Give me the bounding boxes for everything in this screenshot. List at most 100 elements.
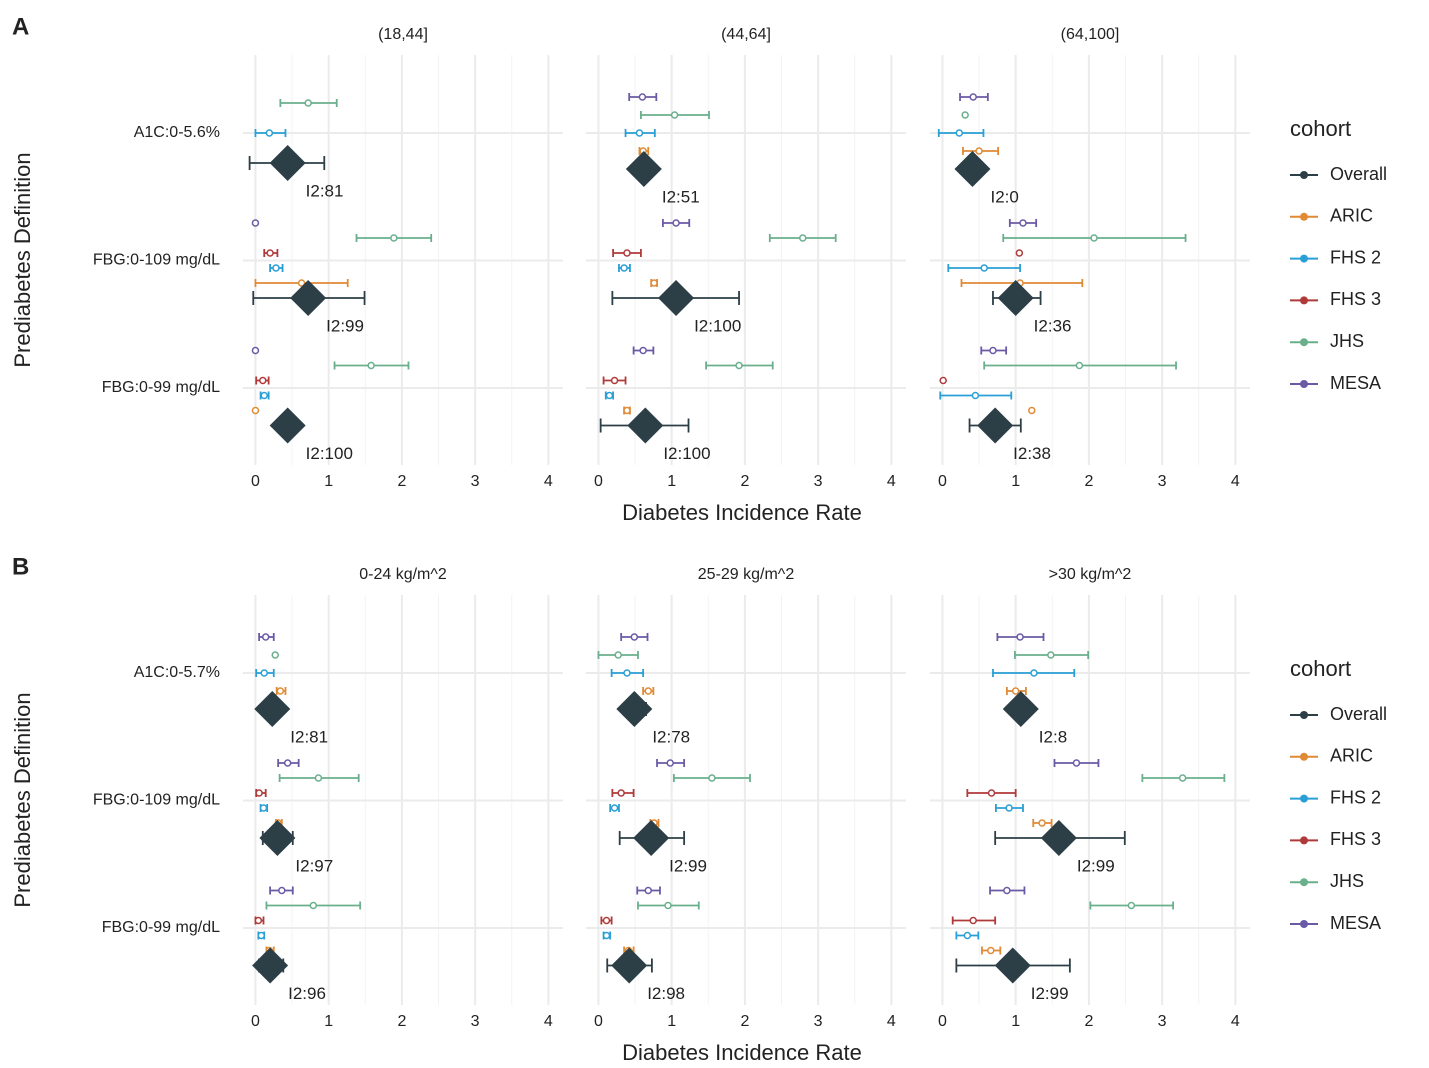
x-tick-label: 0 [594,1013,603,1030]
point [1178,774,1187,782]
legend-label: Overall [1330,704,1387,724]
point [735,361,743,370]
x-axis-label: Diabetes Incidence Rate [622,500,862,525]
point [644,687,652,695]
legend-key-dot [1300,920,1308,928]
point [251,406,260,415]
point [266,249,274,257]
overall-diamond [633,820,670,856]
point [1075,361,1084,370]
legend-key-dot [1300,711,1308,719]
legend-label: JHS [1330,871,1364,891]
point [254,916,263,925]
point [257,931,266,940]
legend-title: cohort [1290,656,1351,681]
x-tick-label: 2 [397,473,406,490]
point [664,901,672,910]
y-tick-label: FBG:0-109 mg/dL [93,792,220,809]
point [605,391,614,400]
point [1127,901,1136,910]
facet-title: (44,64] [721,26,771,43]
point [260,669,268,677]
y-tick-label: A1C:0-5.6% [134,124,220,141]
point [639,346,647,355]
point [261,633,270,641]
point [1003,886,1011,895]
overall-diamond [954,151,991,187]
overall-diamond [252,947,289,984]
point [260,391,268,400]
x-tick-label: 0 [594,473,603,490]
point [297,279,306,287]
facet-title: >30 kg/m^2 [1049,566,1132,583]
point [975,147,983,155]
legend-label: Overall [1330,164,1387,184]
point [955,129,964,137]
point [961,111,969,119]
legend-key-dot [1300,752,1308,761]
point [309,901,318,910]
x-tick-label: 4 [544,1013,553,1030]
facet-title: 25-29 kg/m^2 [698,566,795,583]
i2-label: I2:100 [694,316,741,335]
point [620,264,628,272]
point [314,774,323,782]
overall-diamond [627,407,664,444]
point [1072,759,1081,767]
overall-diamond [290,280,327,316]
legend-label: FHS 2 [1330,787,1381,807]
facet-title: (64,100] [1061,26,1120,43]
overall-diamond [1040,820,1077,856]
legend-label: FHS 3 [1330,289,1381,309]
i2-label: I2:36 [1034,316,1072,335]
x-tick-label: 3 [471,473,480,490]
y-tick-label: FBG:0-99 mg/dL [102,919,220,936]
point [610,804,619,812]
point [670,111,679,119]
legend-key-dot [1300,171,1308,179]
overall-diamond [994,947,1031,984]
legend-label: FHS 2 [1330,247,1381,267]
i2-label: I2:98 [647,984,685,1003]
point [799,234,807,242]
i2-label: I2:99 [1077,856,1115,875]
legend-key-dot [1300,878,1308,887]
i2-label: I2:99 [1031,984,1069,1003]
point [989,346,997,355]
legend-label: MESA [1330,373,1381,393]
legend-key-dot [1300,380,1308,388]
i2-label: I2:99 [326,316,364,335]
point [367,361,375,370]
point [672,219,680,227]
x-tick-label: 3 [1158,1013,1167,1030]
overall-diamond [269,407,306,444]
point [283,759,292,767]
point [272,264,280,272]
legend-label: JHS [1330,331,1364,351]
x-tick-label: 4 [1231,1013,1240,1030]
overall-diamond [625,151,662,187]
point [971,391,980,400]
point [271,651,279,659]
x-tick-label: 4 [887,473,896,490]
point [251,346,260,355]
point [1011,687,1020,695]
x-axis-label: Diabetes Incidence Rate [622,1040,862,1065]
point [1005,804,1013,812]
x-tick-label: 3 [1158,473,1167,490]
point [630,633,639,641]
x-tick-label: 4 [887,1013,896,1030]
x-tick-label: 3 [471,1013,480,1030]
point [987,946,995,955]
legend-key-dot [1300,836,1308,845]
point [644,886,652,895]
x-tick-label: 3 [814,1013,823,1030]
x-tick-label: 0 [251,1013,260,1030]
overall-diamond [269,145,306,181]
point [1028,406,1036,415]
facet-title: (18,44] [378,26,428,43]
point [602,931,611,940]
point [1038,819,1046,827]
point [1047,651,1055,659]
point [602,916,611,925]
